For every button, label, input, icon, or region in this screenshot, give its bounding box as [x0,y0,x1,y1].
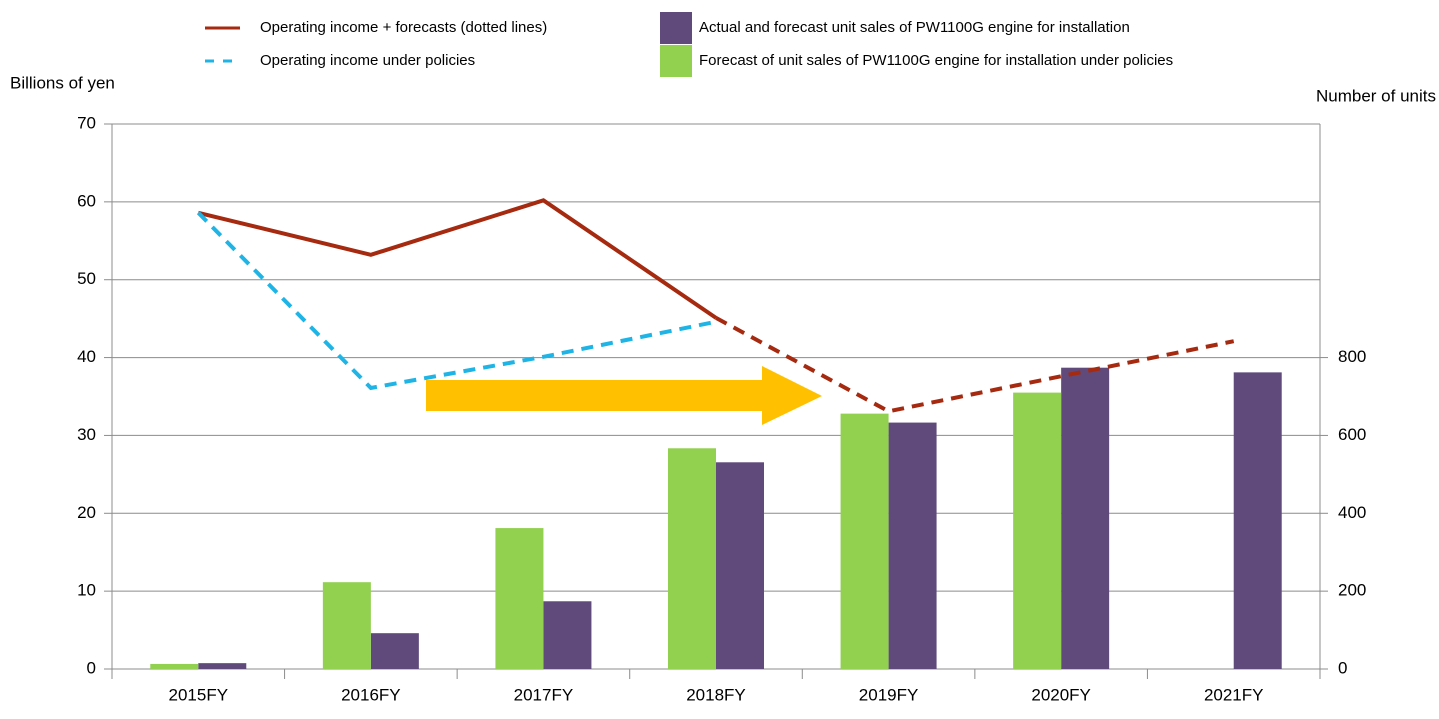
x-tick-label: 2020FY [1031,685,1091,704]
legend-label: Operating income under policies [260,52,475,69]
legend-label: Operating income + forecasts (dotted lin… [260,19,547,36]
legend-swatch [660,45,692,77]
x-tick-label: 2017FY [514,685,574,704]
x-tick-label: 2016FY [341,685,401,704]
bar [495,528,544,669]
y2-tick-label: 0 [1338,658,1347,677]
bar [1061,367,1110,669]
legend-label: Actual and forecast unit sales of PW1100… [699,19,1130,36]
y-tick-label: 70 [77,113,96,132]
bar [150,663,199,669]
line [715,316,1235,414]
y2-tick-label: 400 [1338,503,1366,522]
y-tick-label: 10 [77,581,96,600]
legend-label: Forecast of unit sales of PW1100G engine… [699,52,1173,69]
y2-tick-label: 600 [1338,425,1366,444]
arrow [426,366,822,425]
bar [543,601,592,669]
line [196,211,717,391]
line [197,198,718,320]
x-tick-label: 2021FY [1204,685,1264,704]
x-tick-label: 2019FY [859,685,919,704]
bar [1013,392,1062,669]
x-tick-label: 2018FY [686,685,746,704]
bar [668,448,716,669]
y2-tick-label: 800 [1338,347,1366,366]
bar [716,462,764,669]
y-axis-label: Billions of yen [10,73,115,92]
y-tick-label: 20 [77,503,96,522]
y-tick-label: 0 [87,658,96,677]
bar [1233,372,1282,669]
y-tick-label: 40 [77,347,96,366]
y2-tick-label: 200 [1338,581,1366,600]
bar [322,582,371,669]
y-tick-label: 60 [77,191,96,210]
bar [198,663,247,669]
y-tick-label: 50 [77,269,96,288]
bar [888,422,937,669]
bar [840,413,889,669]
legend-swatch [660,12,692,44]
y-tick-label: 30 [77,425,96,444]
x-tick-label: 2015FY [169,685,229,704]
y2-axis-label: Number of units [1316,86,1436,105]
bar [370,633,419,669]
